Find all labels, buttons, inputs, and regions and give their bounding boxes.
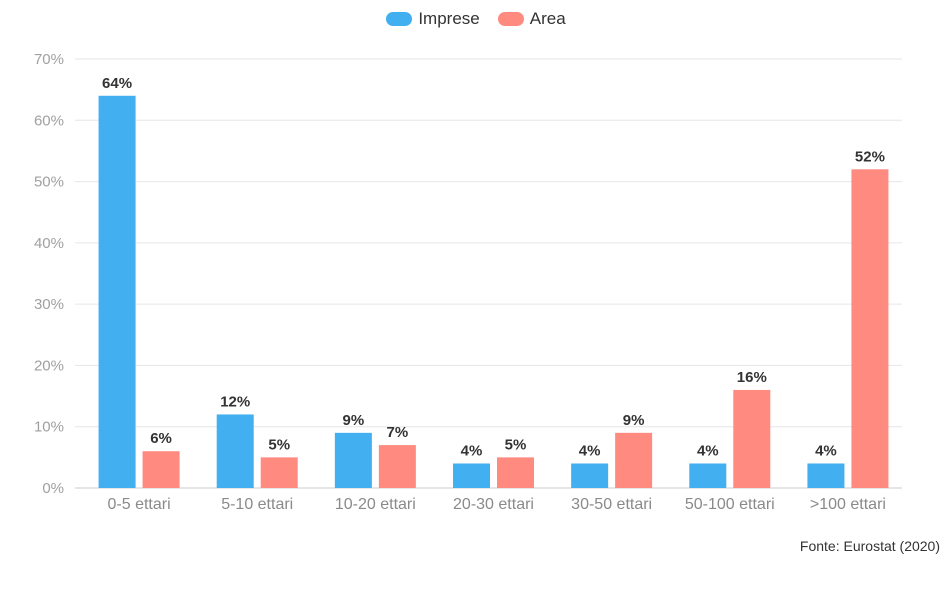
x-tick-label: 30-50 ettari — [571, 496, 652, 513]
x-tick-label: 5-10 ettari — [221, 496, 293, 513]
data-label: 4% — [697, 442, 719, 459]
data-label: 52% — [855, 148, 885, 165]
legend-item-imprese[interactable]: Imprese — [386, 9, 480, 29]
bar-area — [615, 432, 653, 488]
chart-legend: Imprese Area — [0, 9, 952, 29]
y-tick-label: 0% — [42, 480, 64, 497]
data-label: 4% — [461, 442, 483, 459]
y-tick-label: 70% — [34, 51, 64, 68]
data-label: 9% — [623, 412, 645, 429]
bar-imprese — [216, 414, 254, 488]
legend-swatch-imprese — [386, 12, 413, 26]
data-label: 12% — [220, 393, 250, 410]
x-tick-label: 10-20 ettari — [335, 496, 416, 513]
y-tick-label: 60% — [34, 112, 64, 129]
bar-imprese — [689, 463, 727, 488]
data-label: 4% — [815, 442, 837, 459]
x-tick-label: 50-100 ettari — [685, 496, 775, 513]
bar-area — [497, 457, 534, 488]
bar-area — [733, 389, 771, 488]
x-tick-label: >100 ettari — [810, 496, 886, 513]
bar-area — [260, 457, 298, 488]
bar-imprese — [571, 463, 609, 488]
bar-area — [142, 451, 180, 488]
bar-area — [378, 445, 416, 488]
y-tick-label: 20% — [34, 357, 64, 374]
bar-imprese — [807, 463, 845, 488]
x-tick-label: 20-30 ettari — [453, 496, 534, 513]
legend-item-area[interactable]: Area — [497, 9, 566, 29]
x-tick-label: 0-5 ettari — [108, 496, 171, 513]
data-label: 6% — [150, 430, 172, 447]
y-tick-label: 40% — [34, 235, 64, 252]
data-label: 64% — [102, 75, 132, 92]
bar-imprese — [98, 95, 136, 489]
data-label: 5% — [268, 436, 290, 453]
y-tick-label: 30% — [34, 296, 64, 313]
data-label: 16% — [737, 369, 767, 386]
legend-label-imprese: Imprese — [418, 9, 480, 28]
data-label: 5% — [505, 436, 527, 453]
data-label: 9% — [343, 412, 365, 429]
data-label: 4% — [579, 442, 601, 459]
bar-imprese — [334, 432, 372, 488]
y-tick-label: 10% — [34, 419, 64, 436]
legend-label-area: Area — [529, 9, 566, 28]
bar-imprese — [453, 463, 490, 488]
data-label: 7% — [387, 424, 409, 441]
y-tick-label: 50% — [34, 174, 64, 191]
bar-area — [851, 169, 889, 489]
source-note: Fonte: Eurostat (2020) — [799, 538, 940, 554]
legend-swatch-area — [497, 12, 524, 26]
